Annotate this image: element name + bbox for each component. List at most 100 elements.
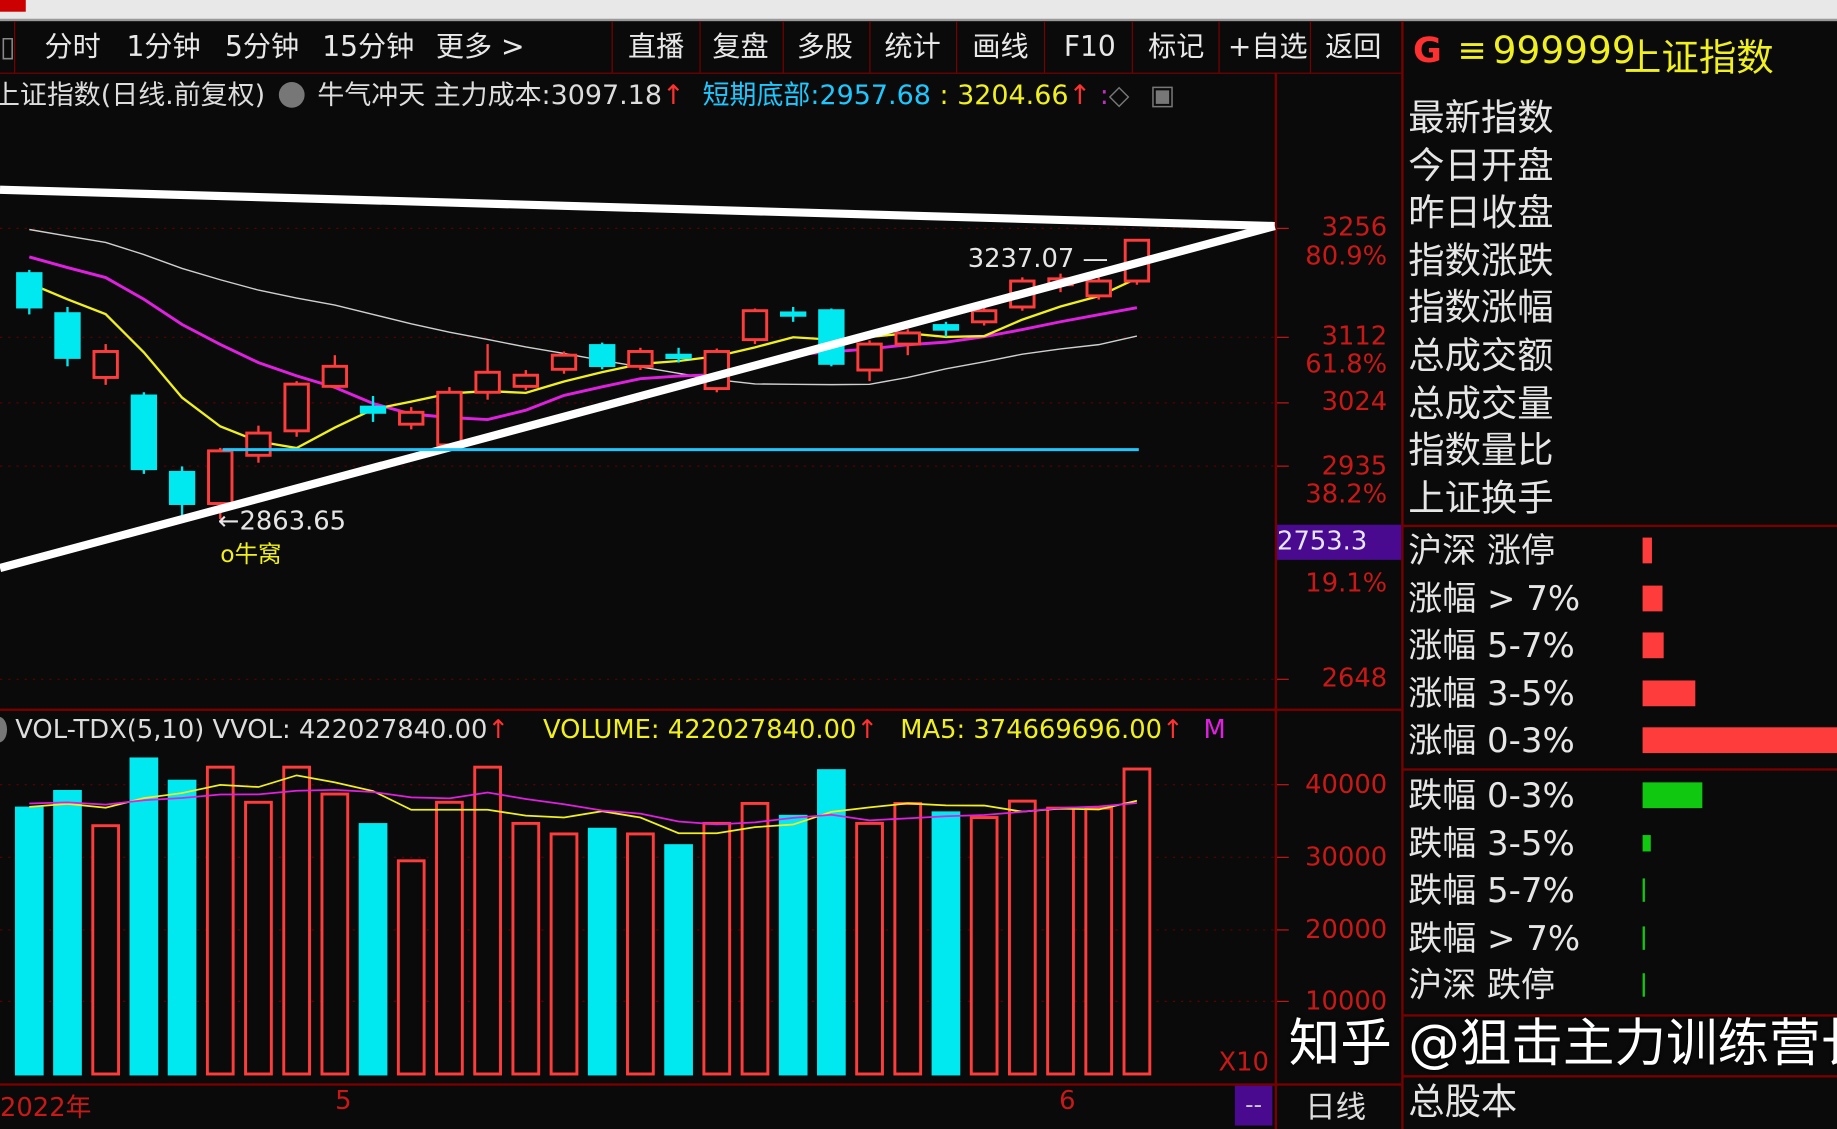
distribution-label: 沪深 涨停 xyxy=(1408,530,1555,571)
volume-bar-down xyxy=(587,827,617,1076)
statistics-button[interactable]: 统计 xyxy=(884,30,941,64)
price-tick: 3256 xyxy=(1321,213,1388,243)
candle-up xyxy=(894,331,921,346)
up-arrow-icon: ↑ xyxy=(487,715,510,745)
volume-bar-up xyxy=(473,765,502,1076)
candle-up xyxy=(321,364,349,388)
volume-bar-up xyxy=(320,792,350,1076)
up-arrow-icon: ↑ xyxy=(856,715,879,745)
cursor-price-label: 2753.3 xyxy=(1277,524,1402,560)
candle-down xyxy=(779,311,807,317)
quote-field-label: 昨日收盘 xyxy=(1408,192,1554,235)
period-tab-15min[interactable]: 15分钟 xyxy=(322,30,415,64)
diamond-icon[interactable]: ◇ xyxy=(1108,80,1130,112)
volume-bar-down xyxy=(358,823,388,1076)
volume-bar-up xyxy=(244,800,273,1076)
volume-bar-up xyxy=(626,832,655,1076)
distribution-label: 涨幅 > 7% xyxy=(1408,578,1581,618)
live-button[interactable]: 直播 xyxy=(627,30,685,64)
candle-up xyxy=(398,410,425,426)
distribution-label: 跌幅 > 7% xyxy=(1408,917,1581,958)
signal-dropdown-icon[interactable] xyxy=(278,81,305,108)
quote-field-label: 指数涨幅 xyxy=(1408,287,1554,330)
candle-down xyxy=(16,272,43,309)
short-bottom-label: 短期底部: xyxy=(702,80,820,112)
price-tick: 2648 xyxy=(1321,664,1388,694)
stock-code: 999999 xyxy=(1492,28,1636,73)
ma10-line xyxy=(28,255,1138,422)
period-label[interactable]: 日线 xyxy=(1305,1090,1367,1126)
stock-name: 上证指数 xyxy=(1623,35,1774,80)
volume-bar-up xyxy=(1046,806,1075,1076)
price-tick: 2935 xyxy=(1321,452,1388,482)
distribution-bar xyxy=(1642,585,1663,611)
quote-field-label: 今日开盘 xyxy=(1408,144,1554,187)
quote-field-label: 最新指数 xyxy=(1408,97,1554,140)
vvol-value: VVOL: 422027840.00 xyxy=(212,715,488,745)
price-tick: 3024 xyxy=(1321,387,1388,417)
back-button[interactable]: 返回 xyxy=(1325,30,1382,64)
indicator-menu-icon[interactable] xyxy=(0,716,8,743)
up-arrow-icon: ↑ xyxy=(1162,715,1184,745)
distribution-label: 跌幅 0-3% xyxy=(1408,775,1575,816)
distribution-label: 沪深 跌停 xyxy=(1408,965,1555,1006)
panel-toggle-icon[interactable]: ▯ xyxy=(0,30,16,64)
volume-bar-up xyxy=(855,821,884,1076)
candle-down xyxy=(818,309,845,365)
ma5-line xyxy=(28,277,1138,450)
draw-line-button[interactable]: 画线 xyxy=(972,30,1029,64)
high-annotation: 3237.07 — xyxy=(968,244,1109,274)
volume-ma5-line xyxy=(29,774,1138,835)
multi-stock-button[interactable]: 多股 xyxy=(796,30,853,64)
candle-up xyxy=(627,350,654,368)
vol-indicator-name: VOL-TDX(5,10) xyxy=(15,715,205,745)
volume-tick: 10000 xyxy=(1305,987,1388,1017)
volume-bar-up xyxy=(969,816,999,1076)
candle-up xyxy=(436,390,463,447)
period-tab-timeshare[interactable]: 分时 xyxy=(44,30,101,64)
toolbar: ▯ 分时 1分钟 5分钟 15分钟 更多 > 直播 复盘 多股 统计 画线 F1… xyxy=(0,21,1402,74)
distribution-label: 涨幅 3-5% xyxy=(1408,673,1575,714)
f10-button[interactable]: F10 xyxy=(1063,30,1116,64)
quote-field-label: 总成交量 xyxy=(1408,382,1554,425)
volume-tick: 40000 xyxy=(1305,770,1388,800)
candle-up xyxy=(283,382,310,433)
candle-down xyxy=(589,344,616,368)
g-icon[interactable]: G xyxy=(1412,30,1442,72)
distribution-label: 涨幅 5-7% xyxy=(1408,625,1575,666)
distribution-bar xyxy=(1642,782,1703,809)
menu-icon[interactable]: ≡ xyxy=(1457,30,1487,72)
period-tab-more[interactable]: 更多 > xyxy=(435,30,525,64)
add-watchlist-button[interactable]: +自选 xyxy=(1227,30,1308,64)
price-tick: 3112 xyxy=(1321,322,1388,352)
mark-button[interactable]: 标记 xyxy=(1148,30,1205,64)
volume-unit: X10 xyxy=(1218,1048,1269,1078)
date-month-jun: 6 xyxy=(1059,1086,1076,1117)
candle-up xyxy=(207,449,234,505)
chart-title-bar: 上证指数(日线.前复权) 牛气冲天 主力成本:3097.18↑ 短期底部:295… xyxy=(0,73,1175,120)
trendline-lower xyxy=(0,222,1276,572)
pct-tick: 38.2% xyxy=(1305,480,1388,510)
watermark: 知乎 @狙击主力训练营长 xyxy=(1288,1014,1837,1074)
period-tab-5min[interactable]: 5分钟 xyxy=(224,30,300,64)
period-tab-1min[interactable]: 1分钟 xyxy=(126,30,201,64)
volume-bar-down xyxy=(167,779,197,1076)
volume-value: VOLUME: 422027840.00 xyxy=(543,715,857,745)
volume-bar-up xyxy=(740,801,770,1076)
volume-bar-up xyxy=(435,800,464,1076)
app-logo xyxy=(0,0,26,12)
volume-tick: 30000 xyxy=(1305,843,1388,873)
total-shares-label: 总股本 xyxy=(1408,1081,1518,1124)
review-button[interactable]: 复盘 xyxy=(712,30,769,64)
candle-up xyxy=(245,431,272,457)
candle-down xyxy=(665,353,692,360)
date-nav-button[interactable]: -- xyxy=(1234,1085,1273,1126)
date-year: 2022年 xyxy=(0,1093,92,1124)
panel-toggle-icon[interactable]: ▣ xyxy=(1149,80,1176,112)
distribution-bar xyxy=(1642,727,1837,754)
volume-bar-up xyxy=(282,765,312,1076)
quote-field-label: 总成交额 xyxy=(1408,334,1554,378)
quote-field-label: 指数量比 xyxy=(1408,430,1554,473)
separator-icon: : xyxy=(1099,80,1109,112)
